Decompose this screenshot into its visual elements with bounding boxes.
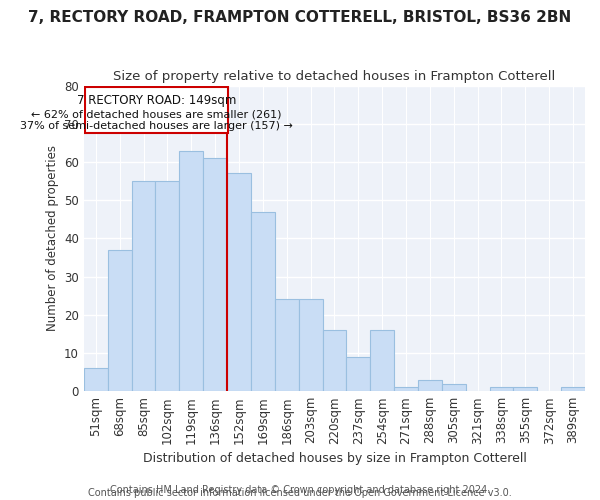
Bar: [299, 300, 323, 391]
Bar: [561, 388, 585, 391]
Bar: [323, 330, 346, 391]
Text: ← 62% of detached houses are smaller (261): ← 62% of detached houses are smaller (26…: [31, 109, 282, 119]
Title: Size of property relative to detached houses in Frampton Cotterell: Size of property relative to detached ho…: [113, 70, 556, 83]
Bar: [203, 158, 227, 391]
Text: Contains public sector information licensed under the Open Government Licence v3: Contains public sector information licen…: [88, 488, 512, 498]
Bar: [155, 181, 179, 391]
Text: 7 RECTORY ROAD: 149sqm: 7 RECTORY ROAD: 149sqm: [77, 94, 236, 107]
X-axis label: Distribution of detached houses by size in Frampton Cotterell: Distribution of detached houses by size …: [143, 452, 526, 465]
Bar: [227, 174, 251, 391]
Text: 37% of semi-detached houses are larger (157) →: 37% of semi-detached houses are larger (…: [20, 122, 293, 132]
Bar: [418, 380, 442, 391]
Bar: [108, 250, 131, 391]
Bar: [442, 384, 466, 391]
Bar: [179, 150, 203, 391]
Y-axis label: Number of detached properties: Number of detached properties: [46, 146, 59, 332]
FancyBboxPatch shape: [85, 88, 228, 134]
Bar: [490, 388, 514, 391]
Bar: [84, 368, 108, 391]
Bar: [131, 181, 155, 391]
Bar: [394, 388, 418, 391]
Text: 7, RECTORY ROAD, FRAMPTON COTTERELL, BRISTOL, BS36 2BN: 7, RECTORY ROAD, FRAMPTON COTTERELL, BRI…: [28, 10, 572, 25]
Bar: [251, 212, 275, 391]
Bar: [346, 357, 370, 391]
Bar: [370, 330, 394, 391]
Text: Contains HM Land Registry data © Crown copyright and database right 2024.: Contains HM Land Registry data © Crown c…: [110, 485, 490, 495]
Bar: [514, 388, 537, 391]
Bar: [275, 300, 299, 391]
